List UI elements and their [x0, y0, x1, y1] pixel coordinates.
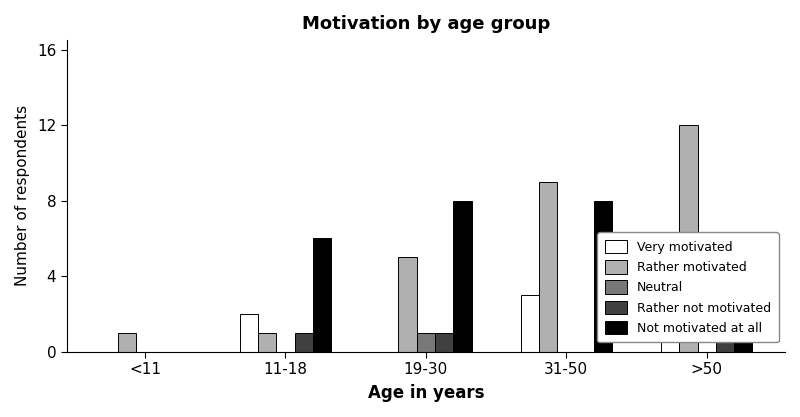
Bar	[313, 239, 331, 352]
Bar	[435, 333, 454, 352]
Bar	[734, 239, 752, 352]
Legend: Very motivated, Rather motivated, Neutral, Rather not motivated, Not motivated a: Very motivated, Rather motivated, Neutra…	[597, 232, 778, 342]
Bar	[240, 314, 258, 352]
Bar	[258, 333, 276, 352]
Bar	[594, 201, 612, 352]
Title: Motivation by age group: Motivation by age group	[302, 15, 550, 33]
Bar	[417, 333, 435, 352]
Bar	[294, 333, 313, 352]
Bar	[454, 201, 471, 352]
Bar	[716, 257, 734, 352]
Bar	[521, 295, 539, 352]
X-axis label: Age in years: Age in years	[368, 384, 484, 402]
Bar	[539, 182, 557, 352]
Bar	[661, 276, 679, 352]
Bar	[398, 257, 417, 352]
Y-axis label: Number of respondents: Number of respondents	[15, 106, 30, 286]
Bar	[118, 333, 136, 352]
Bar	[679, 125, 698, 352]
